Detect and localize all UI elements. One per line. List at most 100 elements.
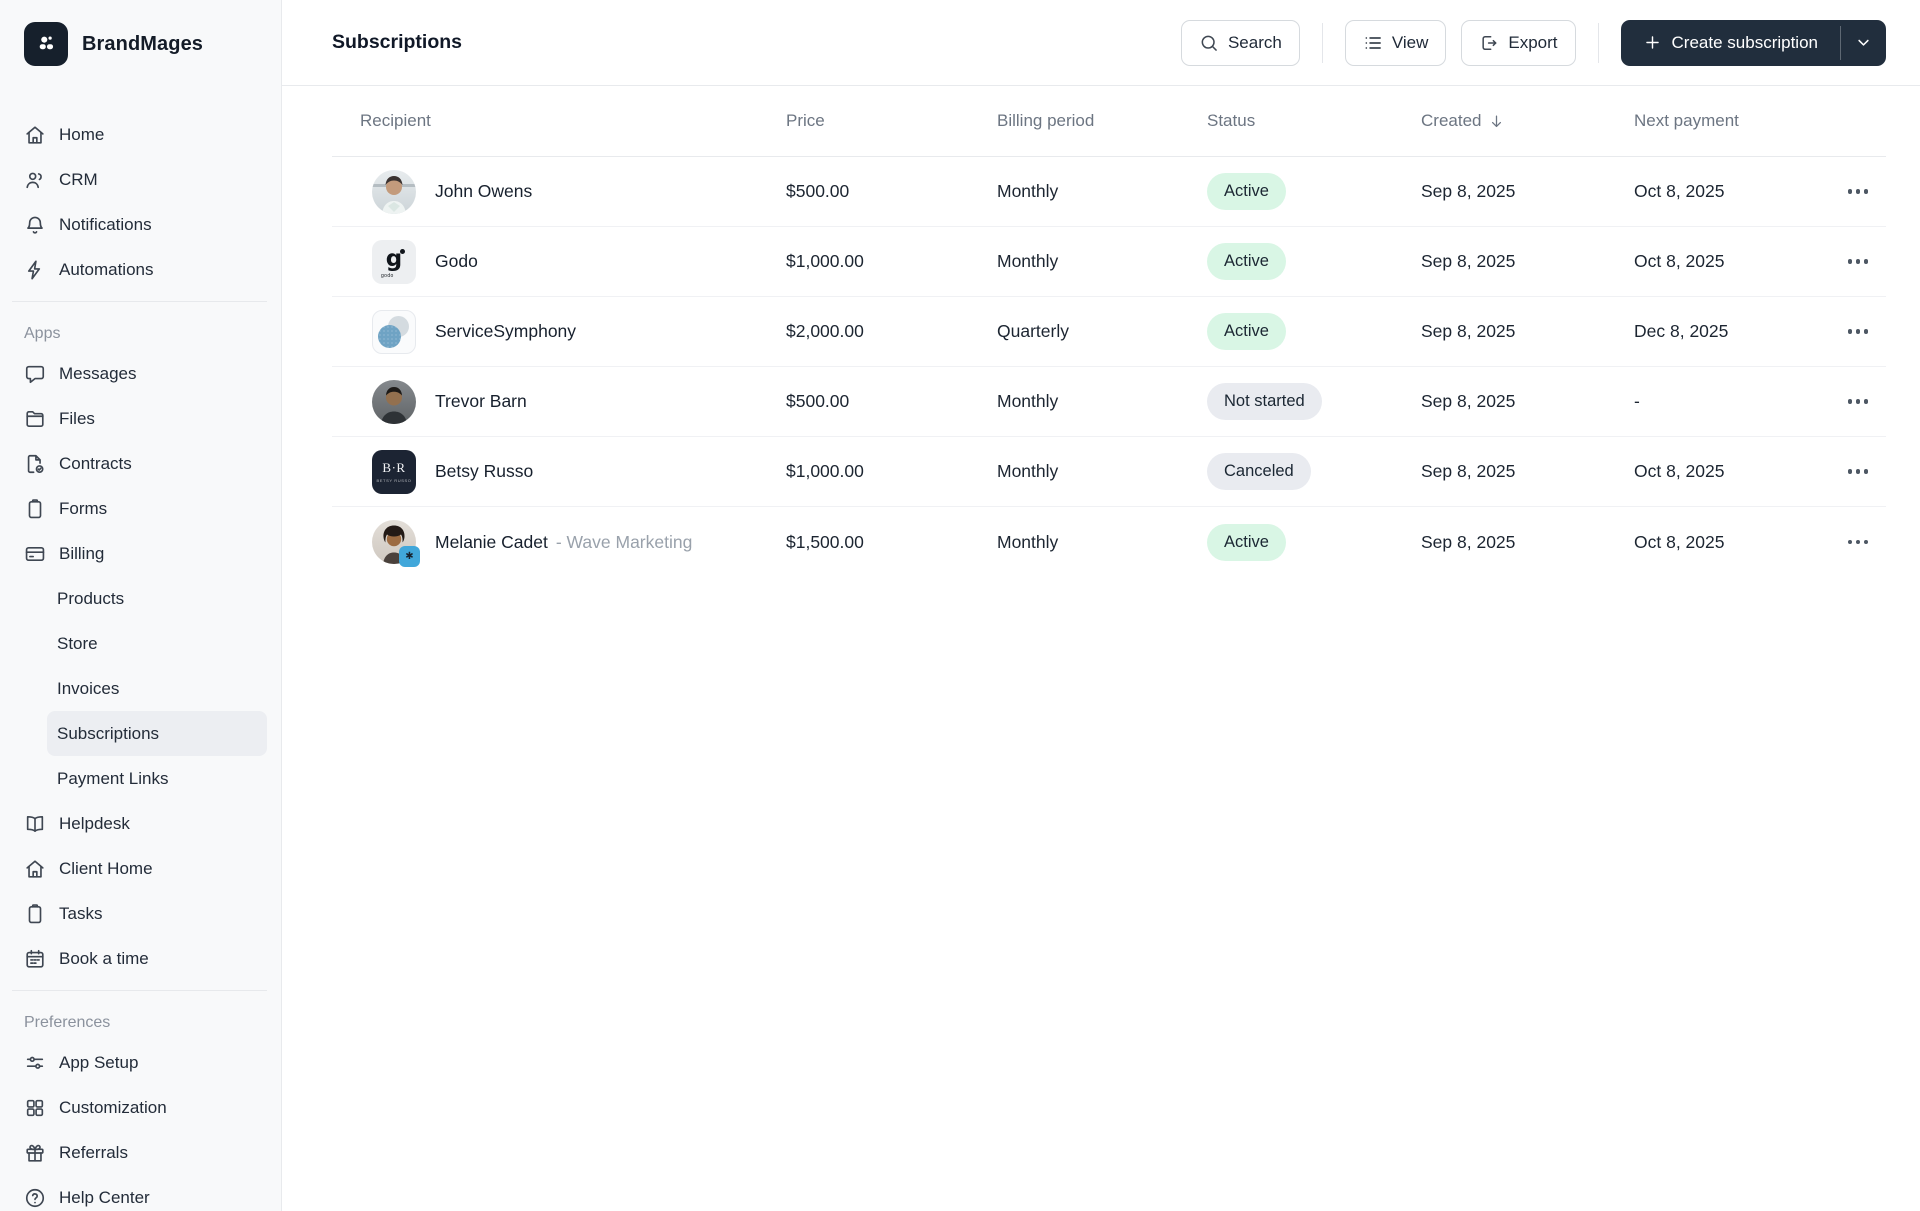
sidebar-item-contracts[interactable]: Contracts: [0, 441, 281, 486]
row-actions-menu-icon[interactable]: [1830, 329, 1886, 334]
view-button[interactable]: View: [1344, 19, 1447, 66]
sidebar-section-apps: Apps: [24, 325, 61, 342]
sidebar-item-label: App Setup: [59, 1052, 139, 1072]
table-row[interactable]: ✱ Melanie Cadet - Wave Marketing $1,500.…: [332, 507, 1886, 577]
create-subscription-button[interactable]: Create subscription: [1621, 20, 1840, 66]
sidebar-item-app-setup[interactable]: App Setup: [0, 1040, 281, 1085]
sidebar-item-label: Tasks: [59, 903, 103, 923]
sidebar-item-store[interactable]: Store: [47, 621, 267, 666]
sidebar-item-label: Billing: [59, 543, 105, 563]
view-button-label: View: [1391, 32, 1429, 52]
row-actions-menu-icon[interactable]: [1830, 189, 1886, 194]
sidebar-item-invoices[interactable]: Invoices: [47, 666, 267, 711]
sidebar-item-customization[interactable]: Customization: [0, 1085, 281, 1130]
search-button[interactable]: Search: [1180, 19, 1300, 66]
sidebar-item-referrals[interactable]: Referrals: [0, 1130, 281, 1175]
sidebar-item-client-home[interactable]: Client Home: [0, 846, 281, 891]
sidebar-item-label: Notifications: [59, 214, 152, 234]
recipient-name: Trevor Barn: [435, 391, 527, 411]
recipient-name: Melanie Cadet: [435, 531, 548, 552]
sidebar-item-help-center[interactable]: Help Center: [0, 1175, 281, 1211]
created-cell: Sep 8, 2025: [1421, 391, 1516, 411]
calendar-icon: [26, 949, 44, 968]
sidebar-item-home[interactable]: Home: [0, 112, 281, 157]
column-header-status[interactable]: Status: [1207, 111, 1256, 130]
file-check-icon: [27, 454, 44, 473]
sidebar-item-tasks[interactable]: Tasks: [0, 891, 281, 936]
sidebar-item-label: Book a time: [59, 948, 149, 968]
column-header-next-payment[interactable]: Next payment: [1634, 111, 1739, 130]
sidebar: BrandMages Home CRM Notifications Automa…: [0, 0, 282, 1211]
sidebar-item-crm[interactable]: CRM: [0, 157, 281, 202]
create-subscription-menu-button[interactable]: [1841, 20, 1886, 66]
credit-card-icon: [25, 546, 45, 561]
column-header-recipient[interactable]: Recipient: [360, 111, 431, 130]
table-row[interactable]: ServiceSymphony $2,000.00 Quarterly Acti…: [332, 297, 1886, 367]
clipboard-icon: [28, 903, 42, 923]
table-header-row: Recipient Price Billing period Status Cr…: [332, 86, 1886, 157]
sidebar-item-files[interactable]: Files: [0, 396, 281, 441]
row-actions-menu-icon[interactable]: [1830, 399, 1886, 404]
avatar: [372, 309, 416, 354]
sidebar-item-notifications[interactable]: Notifications: [0, 202, 281, 247]
table-row[interactable]: Trevor Barn $500.00 Monthly Not started …: [332, 367, 1886, 437]
created-cell: Sep 8, 2025: [1421, 531, 1516, 552]
chevron-down-icon: [1858, 39, 1869, 46]
header-divider: [1597, 22, 1599, 63]
recipient-name: ServiceSymphony: [435, 321, 577, 341]
zap-icon: [27, 259, 41, 280]
export-button[interactable]: Export: [1461, 19, 1576, 66]
avatar: g godo: [372, 239, 416, 284]
table-row[interactable]: B·R BETSY RUSSO Betsy Russo $1,000.00 Mon…: [332, 437, 1886, 507]
integration-badge-icon: ✱: [399, 546, 420, 567]
sidebar-nav: Home CRM Notifications Automations Apps …: [0, 112, 281, 1211]
row-actions-menu-icon[interactable]: [1830, 539, 1886, 545]
sidebar-item-label: Customization: [59, 1097, 167, 1117]
created-cell: Sep 8, 2025: [1421, 321, 1516, 341]
table-row[interactable]: g godo Godo $1,000.00 Monthly Active Sep …: [332, 227, 1886, 297]
sidebar-item-forms[interactable]: Forms: [0, 486, 281, 531]
column-header-price[interactable]: Price: [786, 111, 825, 130]
sidebar-item-subscriptions[interactable]: Subscriptions: [47, 711, 267, 756]
list-view-icon: [1365, 36, 1381, 49]
next-payment-cell: Oct 8, 2025: [1634, 251, 1725, 271]
column-header-billing-period[interactable]: Billing period: [997, 111, 1095, 130]
sidebar-item-billing[interactable]: Billing: [0, 531, 281, 576]
sidebar-item-helpdesk[interactable]: Helpdesk: [0, 801, 281, 846]
row-actions-menu-icon[interactable]: [1830, 469, 1886, 474]
next-payment-cell: -: [1634, 391, 1640, 411]
book-open-icon: [26, 815, 44, 832]
sidebar-section-preferences: Preferences: [24, 1014, 111, 1031]
export-button-label: Export: [1508, 32, 1558, 52]
table-row[interactable]: John Owens $500.00 Monthly Active Sep 8,…: [332, 157, 1886, 227]
grid-icon: [26, 1099, 44, 1116]
row-actions-menu-icon[interactable]: [1830, 259, 1886, 264]
sidebar-item-label: Contracts: [59, 453, 132, 473]
sidebar-item-messages[interactable]: Messages: [0, 351, 281, 396]
avatar: [372, 379, 416, 424]
avatar: [372, 169, 416, 214]
brand-logo-row[interactable]: BrandMages: [0, 0, 281, 66]
sidebar-item-book-a-time[interactable]: Book a time: [0, 936, 281, 981]
sidebar-item-payment-links[interactable]: Payment Links: [47, 756, 267, 801]
clipboard-icon: [28, 498, 42, 518]
sidebar-item-products[interactable]: Products: [47, 576, 267, 621]
price-cell: $1,000.00: [786, 251, 864, 271]
recipient-name: John Owens: [435, 181, 533, 201]
page-header: Subscriptions Search View Export: [282, 0, 1920, 86]
recipient-name: Godo: [435, 251, 478, 271]
users-icon: [26, 172, 42, 188]
home-icon: [26, 125, 44, 144]
sidebar-item-label: Payment Links: [57, 768, 169, 788]
recipient-company: - Wave Marketing: [555, 531, 693, 552]
price-cell: $1,000.00: [786, 461, 864, 481]
sidebar-item-automations[interactable]: Automations: [0, 247, 281, 292]
column-header-created[interactable]: Created: [1421, 111, 1634, 131]
avatar: B·R BETSY RUSSO: [372, 449, 416, 494]
next-payment-cell: Dec 8, 2025: [1634, 321, 1729, 341]
home-icon: [26, 859, 44, 878]
next-payment-cell: Oct 8, 2025: [1634, 181, 1725, 201]
price-cell: $500.00: [786, 181, 850, 201]
billing-period-cell: Monthly: [997, 391, 1059, 411]
sidebar-item-label: Helpdesk: [59, 813, 130, 833]
